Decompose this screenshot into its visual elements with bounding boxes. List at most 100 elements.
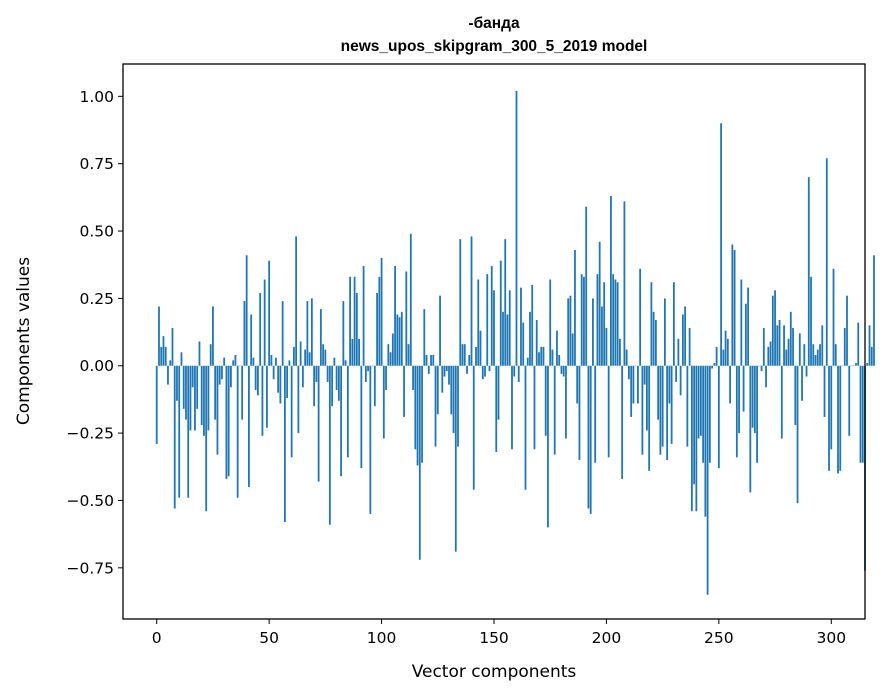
bar-78	[331, 365, 334, 407]
bar-250	[717, 365, 720, 469]
bar-171	[540, 346, 543, 366]
bar-307	[846, 295, 848, 366]
chart-title-line-1: -банда	[468, 15, 520, 32]
bar-228	[668, 365, 671, 404]
bar-74	[322, 344, 325, 366]
bar-314	[861, 365, 864, 463]
bar-17	[194, 365, 196, 431]
bar-22	[205, 365, 208, 512]
bar-251	[720, 123, 722, 366]
bar-55	[279, 365, 282, 404]
bar-237	[688, 328, 691, 366]
bar-45	[257, 365, 259, 396]
bar-279	[783, 325, 785, 366]
bar-308	[848, 365, 851, 436]
y-tick-label: 0.75	[79, 155, 114, 173]
bar-210	[628, 365, 630, 380]
bar-95	[369, 365, 372, 514]
bar-293	[814, 354, 817, 366]
bar-247	[711, 365, 713, 369]
bar-199	[603, 282, 606, 366]
bar-286	[798, 333, 801, 366]
bar-181	[562, 365, 565, 377]
bar-266	[753, 365, 756, 434]
bar-28	[218, 365, 221, 385]
bar-300	[830, 365, 833, 450]
bar-133	[454, 365, 457, 552]
bar-263	[747, 287, 749, 366]
bar-99	[378, 276, 381, 366]
bar-83	[342, 301, 345, 366]
bar-236	[686, 365, 689, 447]
bar-11	[180, 352, 183, 366]
bar-261	[742, 365, 745, 412]
bar-48	[263, 279, 266, 366]
bar-240	[695, 365, 698, 512]
bar-111	[405, 271, 408, 366]
bar-20	[200, 365, 203, 426]
bar-61	[292, 346, 295, 366]
bar-38	[241, 365, 244, 420]
y-tick-label: −0.25	[67, 425, 115, 443]
bar-218	[646, 365, 648, 431]
bar-85	[346, 365, 349, 458]
bar-277	[778, 319, 781, 366]
bar-84	[344, 360, 347, 366]
bar-267	[756, 365, 758, 463]
bar-211	[630, 365, 633, 417]
bar-288	[803, 344, 806, 366]
bar-311	[855, 363, 857, 366]
bar-166	[529, 311, 531, 366]
bar-53	[275, 357, 277, 366]
bar-51	[270, 354, 273, 366]
bar-270	[762, 328, 765, 366]
bar-77	[328, 365, 331, 525]
bar-series	[155, 90, 875, 595]
bar-208	[623, 201, 626, 366]
bar-262	[744, 303, 747, 366]
bar-264	[749, 365, 752, 493]
bar-19	[198, 341, 201, 366]
bar-124	[434, 365, 437, 447]
bar-177	[553, 365, 556, 455]
bar-92	[362, 266, 365, 366]
bar-71	[315, 365, 318, 382]
bar-114	[412, 365, 414, 390]
bar-280	[785, 349, 788, 366]
bar-202	[610, 196, 612, 366]
bar-303	[837, 365, 839, 474]
bar-90	[358, 338, 360, 366]
bar-107	[396, 314, 399, 366]
bar-153	[499, 260, 502, 366]
bar-275	[774, 290, 776, 366]
bar-52	[272, 365, 275, 380]
bar-191	[585, 206, 588, 366]
bar-184	[569, 295, 572, 366]
bar-115	[414, 365, 417, 450]
bar-192	[587, 365, 590, 509]
bar-72	[317, 365, 320, 482]
bar-129	[445, 365, 448, 372]
bar-221	[652, 311, 655, 366]
bar-281	[787, 338, 790, 366]
bar-193	[589, 365, 592, 514]
bar-60	[290, 365, 293, 458]
bar-132	[452, 365, 455, 434]
bar-284	[794, 365, 797, 426]
bar-106	[394, 266, 396, 366]
bar-217	[643, 365, 646, 385]
bar-112	[407, 344, 410, 366]
bar-165	[526, 357, 529, 366]
bar-34	[232, 360, 235, 366]
bar-160	[515, 90, 518, 366]
bar-135	[459, 239, 462, 366]
bar-198	[601, 306, 603, 366]
bar-179	[558, 354, 561, 366]
bar-98	[376, 293, 378, 366]
bar-68	[308, 352, 311, 366]
x-axis-label: Vector components	[412, 662, 577, 682]
bar-152	[497, 365, 500, 420]
bar-162	[520, 287, 522, 366]
bar-313	[859, 365, 862, 463]
